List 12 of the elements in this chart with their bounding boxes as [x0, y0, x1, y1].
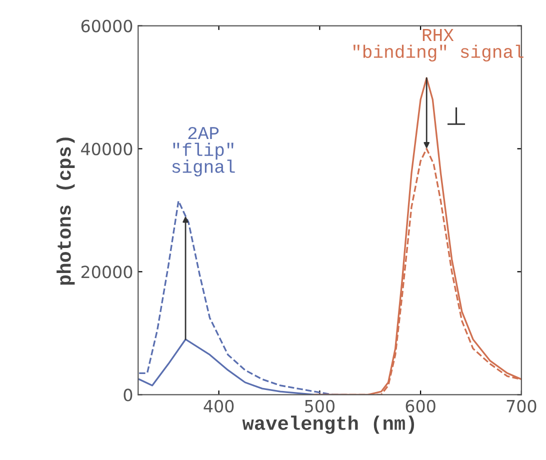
y-tick-label: 0: [124, 388, 132, 402]
x-axis-title: wavelength (nm): [242, 416, 414, 434]
x-tick-label: 500: [305, 400, 334, 412]
annotation: 2AP "flip" signal: [172, 126, 235, 176]
y-tick-label: 40000: [81, 142, 132, 156]
y-tick-label: 20000: [81, 266, 132, 278]
y-axis-title: photons (cps): [56, 138, 75, 285]
x-tick-label: 700: [506, 400, 536, 412]
x-tick-label: 600: [406, 400, 436, 412]
y-tick-label: 60000: [81, 20, 132, 32]
x-tick-label: 400: [204, 400, 234, 412]
annotation: ⊥: [448, 107, 466, 125]
